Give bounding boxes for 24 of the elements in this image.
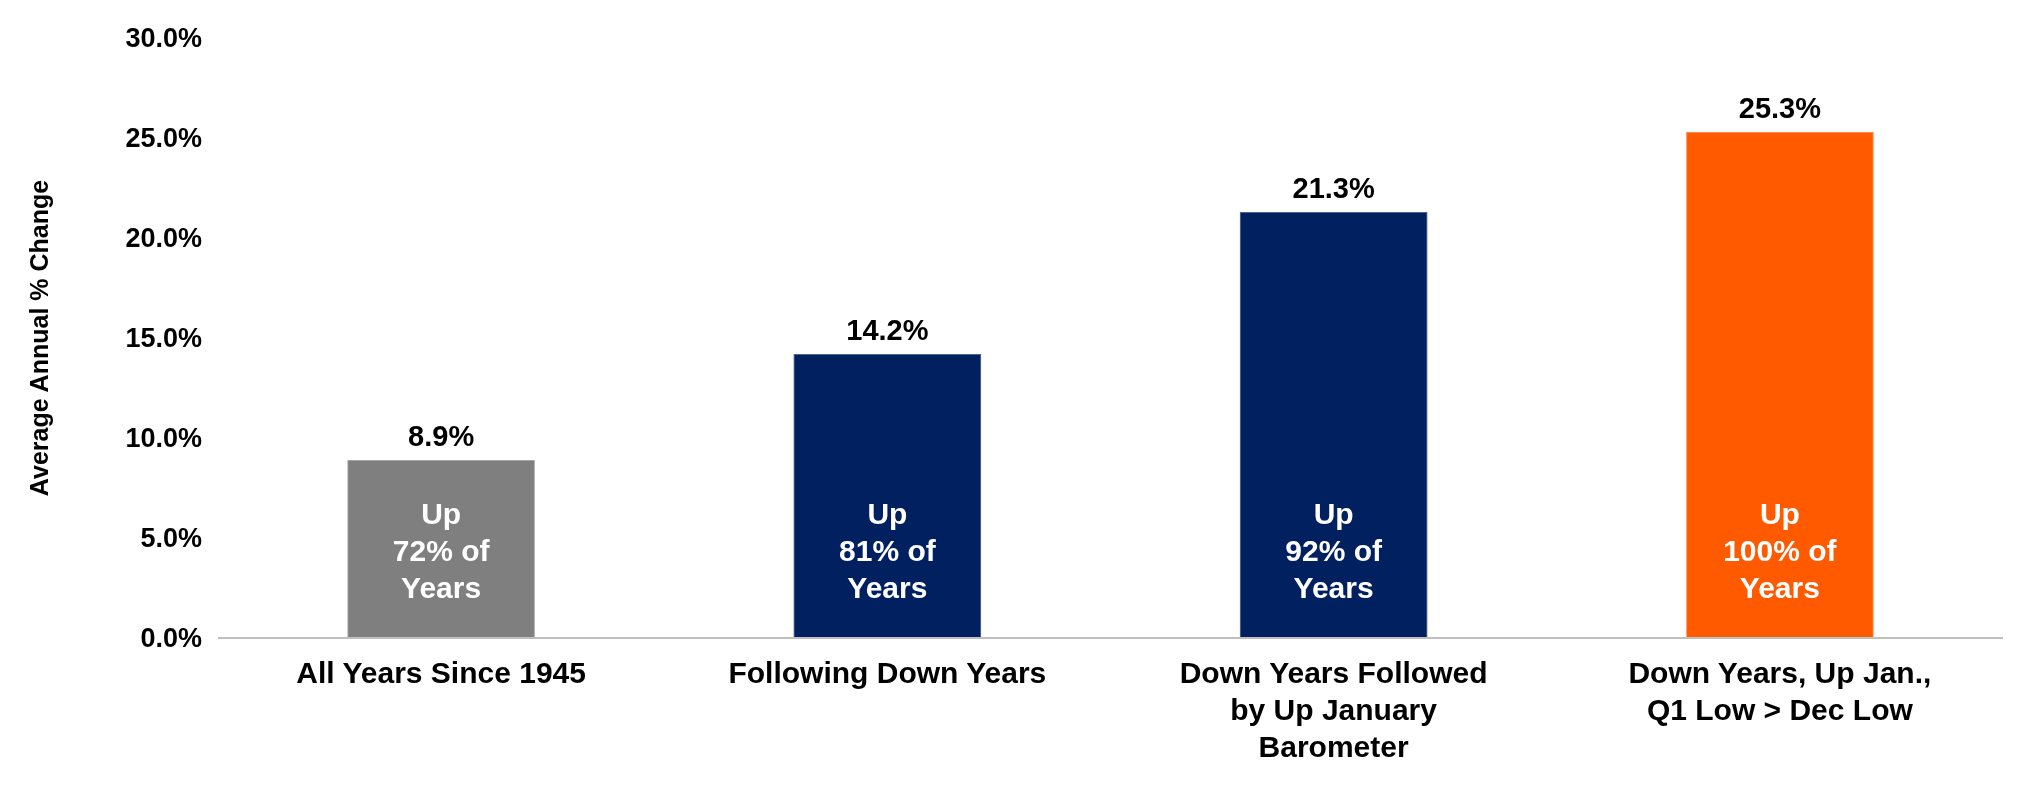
data-label: 25.3% xyxy=(1738,92,1822,124)
data-label: 8.9% xyxy=(408,420,475,452)
bar xyxy=(1238,211,1429,639)
y-tick-label: 30.0% xyxy=(125,23,202,54)
y-tick-label: 10.0% xyxy=(125,423,202,454)
x-tick-label: Following Down Years xyxy=(728,656,1047,689)
x-tick-label: Down Years Followed by Up January Barometer xyxy=(1179,656,1488,763)
y-tick-label: 15.0% xyxy=(125,323,202,354)
annotation: Up 81% of Years xyxy=(839,496,937,604)
bar xyxy=(1685,131,1875,639)
annotation: Up 72% of Years xyxy=(392,496,491,604)
annotation: Up 92% of Years xyxy=(1285,496,1383,604)
y-tick-label: 0.0% xyxy=(140,623,202,654)
x-tick-label: All Years Since 1945 xyxy=(296,656,586,689)
bar xyxy=(792,353,983,639)
bar xyxy=(346,459,536,639)
y-tick-label: 25.0% xyxy=(125,123,202,154)
y-tick-label: 5.0% xyxy=(140,523,202,554)
data-label: 14.2% xyxy=(846,314,929,346)
y-axis-title: Average Annual % Change xyxy=(25,179,53,497)
data-label: 21.3% xyxy=(1292,172,1375,204)
y-tick-label: 20.0% xyxy=(125,223,202,254)
x-tick-label: Down Years, Up Jan., Q1 Low > Dec Low xyxy=(1628,656,1932,726)
annotation: Up 100% of Years xyxy=(1723,496,1838,604)
